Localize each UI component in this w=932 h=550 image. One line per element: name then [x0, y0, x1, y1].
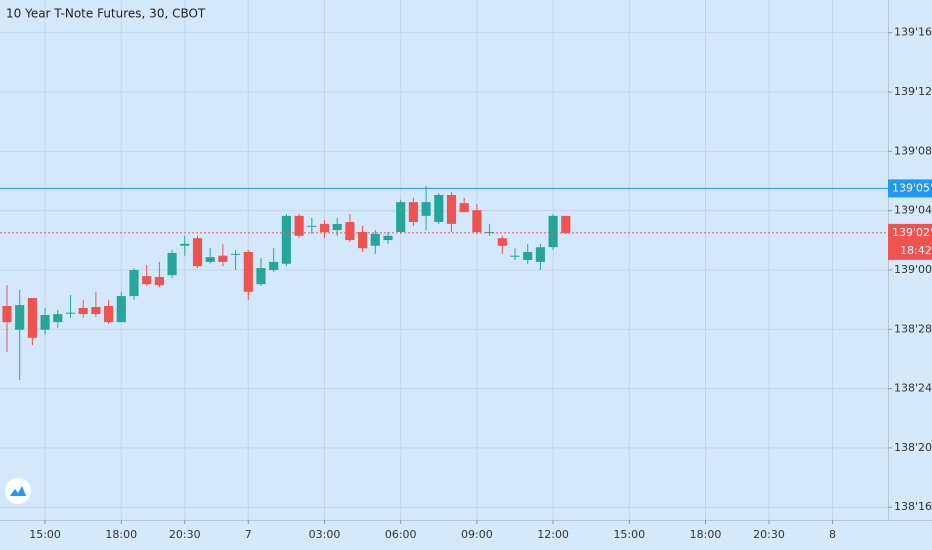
candle-body	[396, 202, 406, 233]
candles	[0, 185, 888, 381]
y-tick-label: 139'16'0	[894, 26, 932, 39]
logo	[5, 478, 31, 504]
x-tick-label: 03:00	[309, 528, 341, 541]
x-tick-label: 18:00	[690, 528, 722, 541]
candle-body	[142, 276, 152, 285]
candle-body	[459, 203, 469, 213]
candle-body	[358, 232, 368, 249]
candle-body	[332, 223, 342, 231]
x-tick-label: 8	[829, 528, 836, 541]
candle-body	[434, 195, 444, 223]
candle-body	[523, 251, 533, 260]
candle-body	[231, 253, 241, 255]
candle-body	[561, 215, 571, 233]
x-tick-label: 20:30	[169, 528, 201, 541]
candle-body	[15, 305, 25, 330]
candle-body	[104, 306, 114, 323]
y-tick-label: 139'00'0	[894, 263, 932, 276]
x-tick-label: 12:00	[537, 528, 569, 541]
candle-body	[116, 296, 126, 323]
candle-body	[40, 315, 50, 330]
candle-body	[281, 215, 291, 264]
candle-body	[53, 314, 63, 323]
countdown-label: 18:42	[900, 244, 932, 257]
candle-body	[535, 247, 545, 262]
candle-body	[2, 306, 12, 323]
candle-body	[421, 202, 431, 216]
x-tick-label: 7	[245, 528, 252, 541]
candle-body	[154, 277, 164, 286]
x-tick-label: 18:00	[105, 528, 137, 541]
price-label: 139'05'5	[892, 181, 932, 194]
candle-body	[446, 195, 457, 224]
price-label: 139'02'5	[892, 226, 932, 239]
candle-body	[243, 251, 253, 292]
candle-body	[345, 222, 355, 241]
candle-body	[256, 268, 266, 285]
candle-body	[205, 257, 215, 262]
price-label-box	[888, 179, 932, 198]
price-label-box	[888, 223, 932, 260]
candle-body	[78, 307, 88, 315]
x-tick-label: 15:00	[29, 528, 61, 541]
candle-body	[192, 238, 203, 267]
candle-body	[408, 202, 418, 223]
candle-body	[370, 233, 380, 246]
plot-area	[0, 0, 888, 520]
y-tick-label: 139'04'0	[894, 204, 932, 217]
candle-body	[510, 255, 520, 257]
y-tick-label: 139'08'0	[894, 144, 932, 157]
candle-body	[269, 261, 279, 270]
candle-body	[218, 255, 228, 262]
candle-body	[307, 225, 317, 227]
y-tick-label: 138'24'0	[894, 382, 932, 395]
candle-body	[319, 223, 330, 233]
x-tick-label: 20:30	[753, 528, 785, 541]
y-tick-label: 138'16'0	[894, 500, 932, 513]
chart-title: 10 Year T-Note Futures, 30, CBOT	[6, 7, 206, 21]
candle-body	[472, 210, 482, 233]
labels: 139'16'0 139'12'0 139'08'0 139'04'0 139'00'0…	[29, 26, 932, 541]
candle-body	[497, 238, 507, 246]
candle-body	[65, 312, 76, 314]
candle-body	[167, 252, 177, 276]
x-tick-label: 06:00	[385, 528, 417, 541]
candle-body	[180, 243, 190, 246]
y-tick-label: 138'28'0	[894, 322, 932, 335]
candle-body	[383, 235, 393, 241]
candle-body	[294, 215, 304, 236]
candle-body	[27, 297, 37, 338]
grid	[0, 0, 888, 520]
candle-body	[91, 306, 101, 315]
y-tick-label: 138'20'0	[894, 441, 932, 454]
x-tick-label: 09:00	[461, 528, 493, 541]
x-tick-label: 15:00	[613, 528, 645, 541]
y-tick-label: 139'12'0	[894, 85, 932, 98]
candle-body	[548, 215, 558, 248]
candle-body	[129, 269, 139, 297]
